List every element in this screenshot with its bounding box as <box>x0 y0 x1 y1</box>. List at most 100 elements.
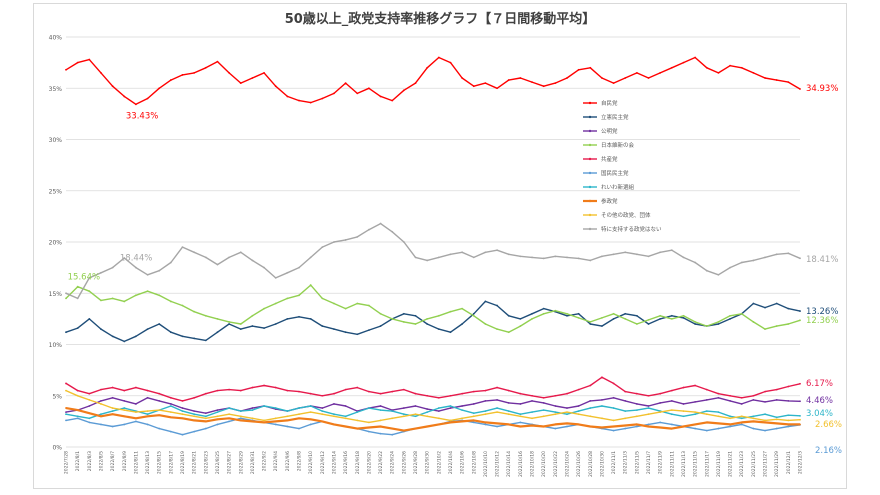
data-point <box>356 302 359 305</box>
data-point <box>717 321 720 323</box>
data-point <box>705 66 708 69</box>
data-point <box>76 327 79 329</box>
data-point <box>624 427 627 430</box>
data-point <box>589 321 592 323</box>
data-point <box>566 314 568 317</box>
data-point <box>764 413 766 416</box>
end-value-label: 34.93% <box>806 84 838 94</box>
x-tick-label: 2022/11/7 <box>646 451 652 474</box>
data-point <box>402 415 405 418</box>
data-point <box>694 423 697 426</box>
data-point <box>717 273 720 276</box>
data-point <box>333 423 335 426</box>
data-point <box>659 426 662 429</box>
data-point <box>682 316 685 319</box>
data-point <box>146 328 149 331</box>
data-point <box>309 256 312 259</box>
data-point <box>682 415 685 418</box>
data-point <box>309 405 312 407</box>
x-tick-label: 2022/9/24 <box>390 451 396 474</box>
data-point <box>251 417 254 420</box>
data-point <box>472 421 475 424</box>
data-point <box>181 246 184 249</box>
data-point <box>437 410 440 413</box>
data-point <box>228 420 231 423</box>
data-point <box>321 325 324 327</box>
data-point <box>204 417 207 420</box>
y-tick-label: 0% <box>52 445 62 452</box>
data-point <box>100 399 102 402</box>
data-point <box>507 253 510 256</box>
x-tick-label: 2022/10/22 <box>553 451 559 477</box>
data-point <box>764 328 766 331</box>
data-point <box>729 266 731 269</box>
x-tick-label: 2022/11/23 <box>739 451 745 477</box>
data-point <box>123 389 126 392</box>
data-point <box>321 297 324 300</box>
data-point <box>729 399 731 402</box>
data-point <box>705 421 708 424</box>
data-point <box>624 410 627 413</box>
data-point <box>333 328 335 331</box>
data-point <box>286 415 289 418</box>
y-tick-label: 40% <box>49 35 63 42</box>
data-point <box>65 411 67 414</box>
data-point <box>554 427 557 430</box>
data-point <box>449 405 452 407</box>
data-point <box>356 386 359 389</box>
data-point <box>519 425 522 428</box>
data-point <box>135 403 137 405</box>
data-point <box>169 403 172 405</box>
data-point <box>496 386 498 389</box>
data-point <box>659 317 662 320</box>
x-tick-label: 2022/10/18 <box>530 451 536 477</box>
data-point <box>204 256 207 259</box>
data-point <box>601 316 603 319</box>
end-value-label: 3.04% <box>806 409 833 419</box>
data-point <box>309 284 312 286</box>
data-point <box>437 407 440 409</box>
data-point <box>589 415 592 418</box>
data-point <box>391 317 394 320</box>
data-point <box>228 256 231 259</box>
data-point <box>694 411 697 414</box>
data-point <box>472 256 475 259</box>
data-point <box>787 414 790 417</box>
legend-label: 国民民主党 <box>601 169 629 177</box>
data-point <box>717 411 720 414</box>
legend-label: 公明党 <box>601 127 618 135</box>
data-point <box>612 407 615 409</box>
data-point <box>298 407 300 409</box>
data-point <box>717 427 720 430</box>
data-point <box>601 77 603 79</box>
legend-label: 共産党 <box>601 155 618 163</box>
data-point <box>694 56 697 59</box>
data-point <box>635 415 638 418</box>
end-value-label: 2.16% <box>815 446 842 456</box>
data-point <box>647 323 650 325</box>
data-point <box>507 314 510 317</box>
data-point <box>286 410 289 413</box>
data-point <box>496 304 498 307</box>
x-tick-label: 2022/9/12 <box>320 451 326 474</box>
data-point <box>740 421 743 424</box>
data-point <box>577 257 580 260</box>
data-point <box>368 329 370 332</box>
x-tick-label: 2022/10/12 <box>495 451 501 477</box>
data-point <box>624 399 627 402</box>
data-point <box>484 389 487 392</box>
data-point <box>111 266 114 269</box>
data-point <box>251 420 254 423</box>
min-value-label: 33.43% <box>126 111 158 121</box>
end-value-label: 13.26% <box>806 307 838 317</box>
data-point <box>111 413 114 416</box>
x-tick-label: 2022/10/20 <box>541 451 547 477</box>
x-tick-label: 2022/11/15 <box>693 451 699 477</box>
data-point <box>496 425 498 428</box>
data-point <box>100 423 102 426</box>
data-point <box>111 425 114 428</box>
data-point <box>111 410 114 413</box>
data-point <box>437 423 440 426</box>
data-point <box>566 407 568 409</box>
data-point <box>484 413 487 416</box>
